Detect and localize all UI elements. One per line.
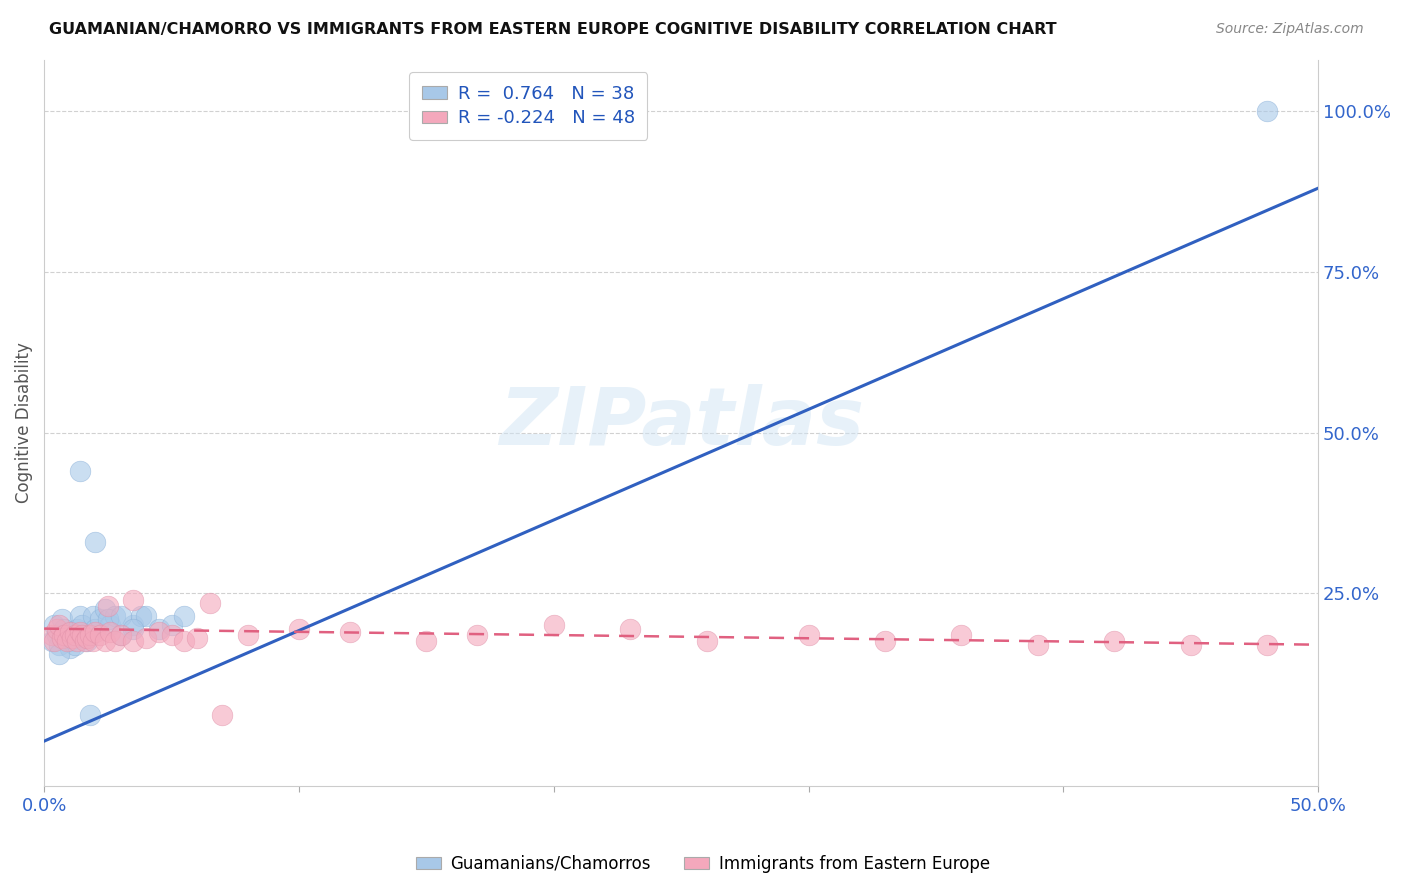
Point	[48, 648, 70, 662]
Point	[173, 608, 195, 623]
Point	[84, 624, 107, 639]
Point	[53, 622, 76, 636]
Point	[696, 634, 718, 648]
Text: Source: ZipAtlas.com: Source: ZipAtlas.com	[1216, 22, 1364, 37]
Point	[110, 608, 132, 623]
Point	[110, 628, 132, 642]
Point	[619, 622, 641, 636]
Point	[69, 624, 91, 639]
Point	[288, 622, 311, 636]
Point	[44, 634, 66, 648]
Point	[89, 612, 111, 626]
Point	[58, 634, 80, 648]
Point	[41, 628, 63, 642]
Point	[122, 618, 145, 632]
Point	[950, 628, 973, 642]
Point	[98, 624, 121, 639]
Point	[148, 622, 170, 636]
Point	[135, 608, 157, 623]
Y-axis label: Cognitive Disability: Cognitive Disability	[15, 343, 32, 503]
Text: ZIPatlas: ZIPatlas	[499, 384, 863, 462]
Point	[44, 618, 66, 632]
Point	[198, 596, 221, 610]
Legend: Guamanians/Chamorros, Immigrants from Eastern Europe: Guamanians/Chamorros, Immigrants from Ea…	[409, 848, 997, 880]
Point	[58, 640, 80, 655]
Point	[797, 628, 820, 642]
Point	[94, 602, 117, 616]
Point	[1180, 638, 1202, 652]
Point	[45, 628, 67, 642]
Point	[186, 632, 208, 646]
Point	[69, 464, 91, 478]
Point	[1104, 634, 1126, 648]
Point	[160, 618, 183, 632]
Point	[173, 634, 195, 648]
Point	[56, 634, 79, 648]
Point	[211, 708, 233, 723]
Point	[1026, 638, 1049, 652]
Point	[236, 628, 259, 642]
Legend: R =  0.764   N = 38, R = -0.224   N = 48: R = 0.764 N = 38, R = -0.224 N = 48	[409, 72, 648, 140]
Point	[41, 634, 63, 648]
Point	[129, 608, 152, 623]
Point	[82, 608, 104, 623]
Point	[122, 592, 145, 607]
Point	[1256, 638, 1278, 652]
Point	[63, 638, 86, 652]
Point	[79, 628, 101, 642]
Point	[543, 618, 565, 632]
Point	[160, 628, 183, 642]
Point	[415, 634, 437, 648]
Point	[104, 608, 127, 623]
Point	[73, 634, 96, 648]
Point	[66, 634, 89, 648]
Point	[148, 624, 170, 639]
Point	[98, 618, 121, 632]
Point	[84, 622, 107, 636]
Point	[873, 634, 896, 648]
Point	[48, 618, 70, 632]
Point	[69, 608, 91, 623]
Point	[51, 632, 73, 646]
Point	[135, 632, 157, 646]
Point	[66, 622, 89, 636]
Point	[76, 634, 98, 648]
Point	[79, 708, 101, 723]
Point	[97, 612, 120, 626]
Text: GUAMANIAN/CHAMORRO VS IMMIGRANTS FROM EASTERN EUROPE COGNITIVE DISABILITY CORREL: GUAMANIAN/CHAMORRO VS IMMIGRANTS FROM EA…	[49, 22, 1057, 37]
Point	[73, 632, 96, 646]
Point	[339, 624, 361, 639]
Point	[56, 632, 79, 646]
Point	[94, 634, 117, 648]
Point	[465, 628, 488, 642]
Point	[82, 634, 104, 648]
Point	[63, 628, 86, 642]
Point	[48, 638, 70, 652]
Point	[51, 612, 73, 626]
Point	[72, 618, 94, 632]
Point	[110, 628, 132, 642]
Point	[53, 628, 76, 642]
Point	[60, 624, 83, 639]
Point	[60, 632, 83, 646]
Point	[97, 599, 120, 614]
Point	[89, 628, 111, 642]
Point	[1256, 103, 1278, 118]
Point	[45, 622, 67, 636]
Point	[79, 628, 101, 642]
Point	[84, 534, 107, 549]
Point	[104, 634, 127, 648]
Point	[76, 632, 98, 646]
Point	[122, 622, 145, 636]
Point	[72, 628, 94, 642]
Point	[58, 624, 80, 639]
Point	[122, 634, 145, 648]
